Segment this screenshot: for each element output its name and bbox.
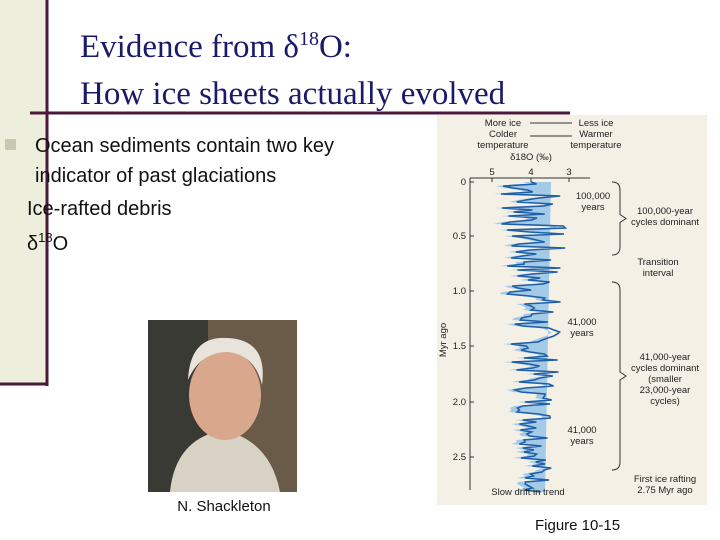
annotation: Slow drift in trend <box>491 487 564 498</box>
title-line: Evidence from δ18O: <box>80 28 352 65</box>
figure-caption: Figure 10-15 <box>535 517 620 534</box>
sub-sup: 18 <box>38 230 52 245</box>
bullet-square <box>5 139 16 150</box>
title-line: How ice sheets actually evolved <box>80 76 506 112</box>
legend-text: temperature <box>570 140 621 151</box>
annotation: 100,000-year <box>637 206 693 217</box>
annotation: cycles dominant <box>631 217 699 228</box>
photo-sweater <box>170 430 280 492</box>
sub-item: δ18O <box>27 230 68 255</box>
photo-face <box>189 350 261 440</box>
title-sup: 18 <box>299 28 319 50</box>
y-tick-label: 1.0 <box>453 286 466 297</box>
annotation: years <box>570 436 593 447</box>
photo-caption: N. Shackleton <box>177 498 270 515</box>
sub-text: δ <box>27 233 38 255</box>
brace <box>611 281 627 471</box>
y-label: Myr ago <box>438 323 449 357</box>
photo-hair <box>188 337 263 385</box>
annotation: First ice rafting <box>634 474 696 485</box>
sub-item: Ice-rafted debris <box>27 198 172 220</box>
y-tick-label: 2.0 <box>453 397 466 408</box>
y-tick-label: 1.5 <box>453 341 466 352</box>
legend-text: temperature <box>477 140 528 151</box>
figure-bg <box>437 115 707 505</box>
title-text: O: <box>319 29 352 65</box>
bullet-text: Ocean sediments contain two key <box>35 135 334 157</box>
y-tick-label: 2.5 <box>453 452 466 463</box>
annotation: cycles dominant <box>631 363 699 374</box>
annotation: interval <box>643 268 674 279</box>
annotation: Transition <box>637 257 678 268</box>
record-line <box>500 181 568 493</box>
x-tick-label: 3 <box>566 167 571 178</box>
photo <box>148 320 297 492</box>
sub-text: O <box>53 233 69 255</box>
brace <box>611 181 627 256</box>
annotation: 2.75 Myr ago <box>637 485 692 496</box>
legend-text: Less ice <box>579 118 614 129</box>
legend-text: Colder <box>489 129 517 140</box>
annotation: 41,000-year <box>640 352 691 363</box>
annotation: 100,000 <box>576 191 610 202</box>
annotation: (smaller <box>648 374 682 385</box>
y-tick-label: 0 <box>461 177 466 188</box>
x-tick-label: 5 <box>489 167 494 178</box>
side-bar <box>0 0 46 384</box>
legend-text: Warmer <box>579 129 612 140</box>
annotation: years <box>581 202 604 213</box>
bullet-text: indicator of past glaciations <box>35 165 276 187</box>
axis-title: δ18O (‰) <box>510 152 552 163</box>
annotation: 41,000 <box>567 317 596 328</box>
title-text: Evidence from δ <box>80 29 299 65</box>
x-tick-label: 4 <box>528 167 533 178</box>
annotation: cycles) <box>650 396 680 407</box>
legend-text: More ice <box>485 118 521 129</box>
annotation: 41,000 <box>567 425 596 436</box>
annotation: 23,000-year <box>640 385 691 396</box>
y-tick-label: 0.5 <box>453 231 466 242</box>
annotation: years <box>570 328 593 339</box>
